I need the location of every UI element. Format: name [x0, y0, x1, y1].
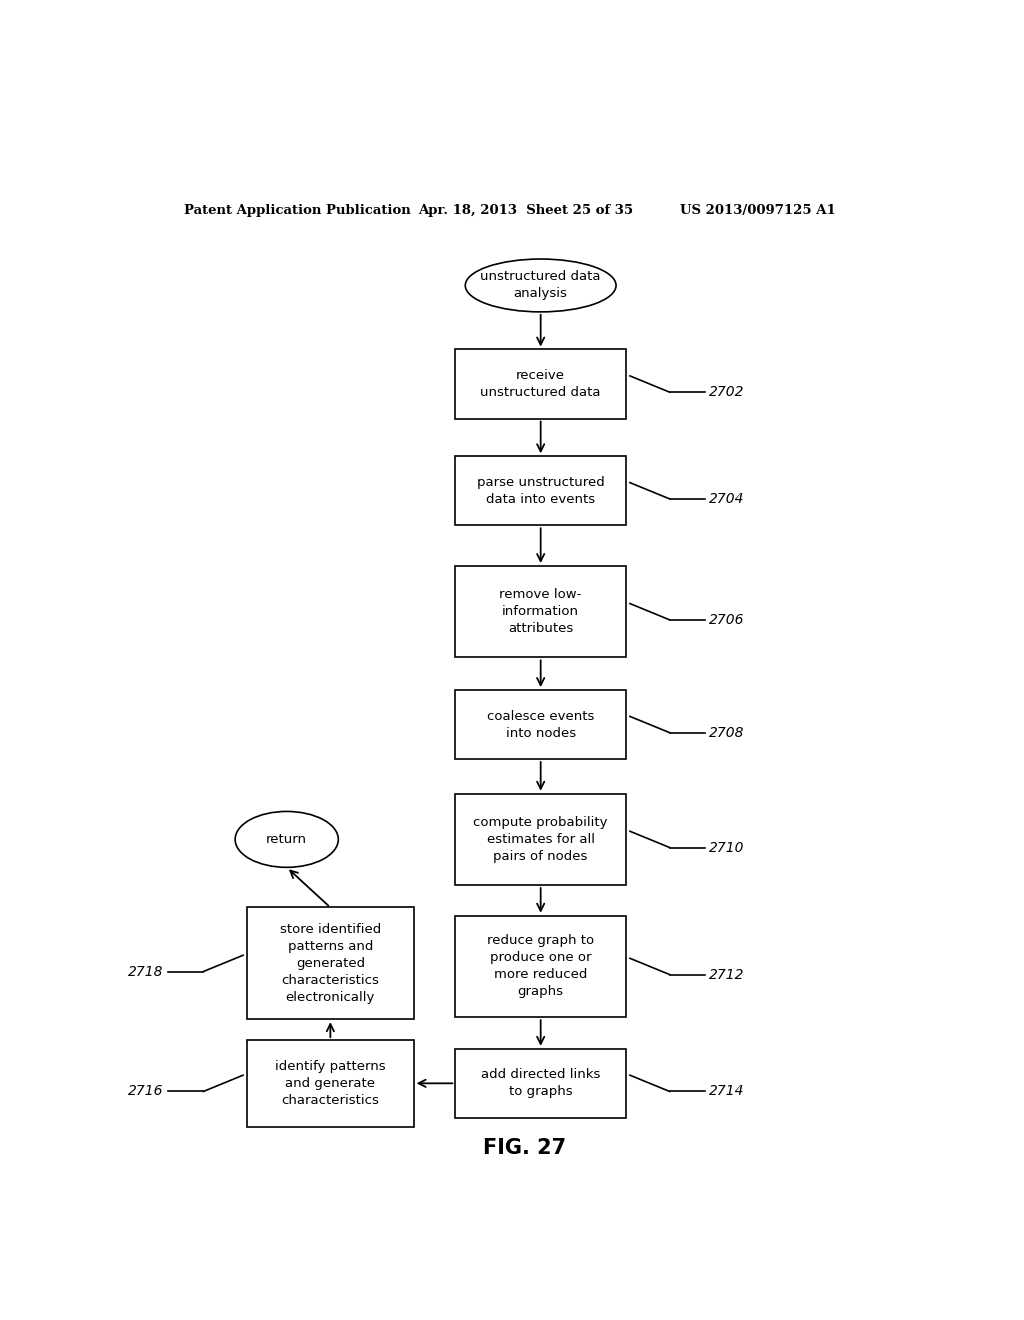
Text: store identified
patterns and
generated
characteristics
electronically: store identified patterns and generated …: [280, 923, 381, 1005]
Ellipse shape: [465, 259, 616, 312]
Text: coalesce events
into nodes: coalesce events into nodes: [487, 710, 594, 739]
FancyBboxPatch shape: [456, 566, 626, 657]
Text: add directed links
to graphs: add directed links to graphs: [481, 1068, 600, 1098]
Text: identify patterns
and generate
characteristics: identify patterns and generate character…: [275, 1060, 386, 1107]
Text: FIG. 27: FIG. 27: [483, 1138, 566, 1159]
Text: 2708: 2708: [710, 726, 744, 739]
Ellipse shape: [236, 812, 338, 867]
FancyBboxPatch shape: [456, 916, 626, 1018]
Text: 2704: 2704: [710, 492, 744, 506]
Text: Patent Application Publication: Patent Application Publication: [183, 205, 411, 216]
FancyBboxPatch shape: [247, 1040, 414, 1126]
Text: receive
unstructured data: receive unstructured data: [480, 370, 601, 399]
Text: 2710: 2710: [710, 841, 744, 854]
Text: compute probability
estimates for all
pairs of nodes: compute probability estimates for all pa…: [473, 816, 608, 863]
FancyBboxPatch shape: [456, 350, 626, 418]
Text: 2712: 2712: [710, 968, 744, 982]
Text: 2702: 2702: [710, 385, 744, 399]
FancyBboxPatch shape: [456, 457, 626, 525]
FancyBboxPatch shape: [456, 690, 626, 759]
Text: remove low-
information
attributes: remove low- information attributes: [500, 589, 582, 635]
FancyBboxPatch shape: [456, 793, 626, 886]
Text: Apr. 18, 2013  Sheet 25 of 35: Apr. 18, 2013 Sheet 25 of 35: [418, 205, 633, 216]
Text: parse unstructured
data into events: parse unstructured data into events: [477, 475, 604, 506]
Text: reduce graph to
produce one or
more reduced
graphs: reduce graph to produce one or more redu…: [487, 935, 594, 998]
Text: 2716: 2716: [128, 1085, 164, 1098]
Text: unstructured data
analysis: unstructured data analysis: [480, 271, 601, 301]
Text: 2714: 2714: [710, 1085, 744, 1098]
Text: US 2013/0097125 A1: US 2013/0097125 A1: [680, 205, 836, 216]
Text: 2706: 2706: [710, 612, 744, 627]
FancyBboxPatch shape: [456, 1049, 626, 1118]
Text: 2718: 2718: [128, 965, 164, 978]
Text: return: return: [266, 833, 307, 846]
FancyBboxPatch shape: [247, 907, 414, 1019]
